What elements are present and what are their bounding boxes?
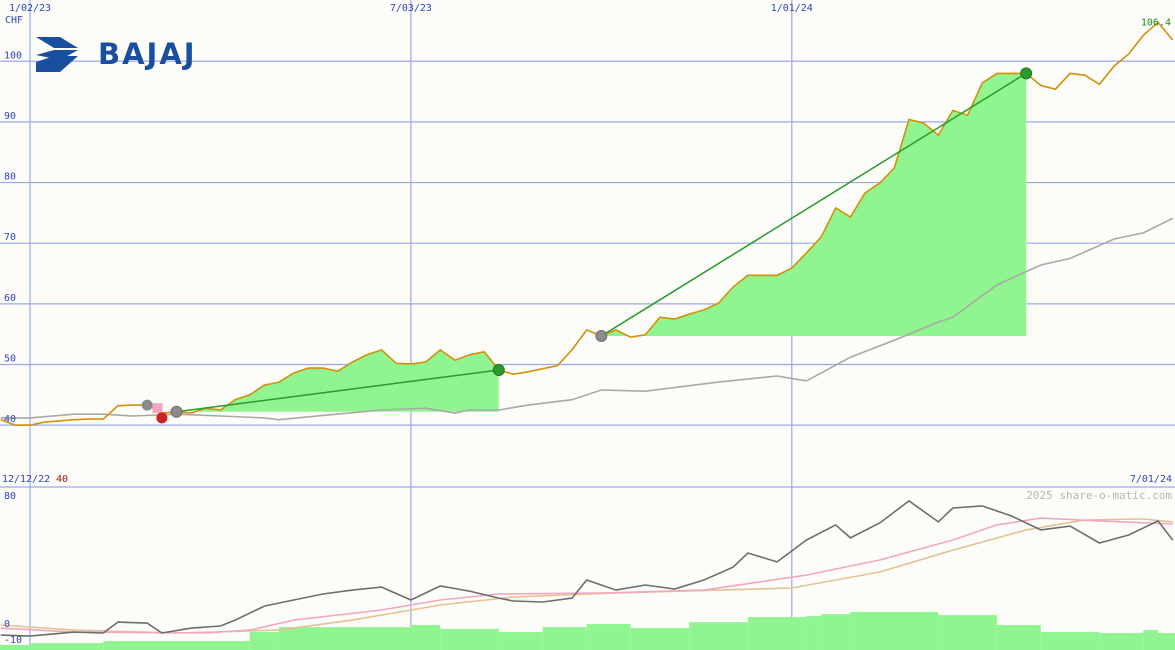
period-label: 40 (56, 474, 68, 485)
trade-exit (1020, 67, 1033, 80)
histogram-bar (542, 627, 587, 650)
signal-marker (141, 399, 153, 411)
histogram-bar (440, 628, 499, 650)
trade-entry (170, 405, 183, 418)
y-tick-label: 80 (4, 172, 16, 183)
line-series (0, 517, 1173, 634)
histogram-bar (410, 625, 441, 650)
trade-entry (595, 329, 608, 342)
y-tick-label: 90 (4, 111, 16, 122)
y-tick-label: 100 (4, 50, 22, 61)
line-series (0, 499, 1174, 637)
histogram-bar (996, 625, 1041, 650)
signal-marker (156, 412, 168, 424)
last-price-label: 106.4 (1141, 17, 1171, 28)
y-tick-label: 50 (4, 353, 16, 364)
histogram-bar (806, 616, 822, 650)
logo-icon (36, 56, 78, 72)
line-series (0, 217, 1174, 421)
data-layer (0, 21, 1175, 650)
x-tick-label: 1/02/23 (9, 3, 51, 14)
y-tick-label: 60 (4, 293, 16, 304)
trade-line (600, 72, 1027, 337)
logo-text: BAJAJ (98, 37, 197, 71)
histogram-bar (30, 643, 104, 650)
histogram-bar (747, 617, 807, 650)
logo-icon (36, 37, 78, 48)
y-tick-label: 80 (4, 491, 16, 502)
histogram-bar (0, 644, 31, 650)
histogram-bar (1099, 633, 1144, 650)
histogram-bar (689, 622, 748, 650)
histogram-bar (249, 632, 280, 650)
histogram-bar (1158, 633, 1175, 650)
x-tick-label: 7/03/23 (390, 3, 432, 14)
histogram-bar (279, 627, 411, 650)
y-tick-label: 0 (4, 619, 10, 630)
histogram-bar (586, 624, 631, 650)
histogram-bar (498, 632, 543, 650)
x-tick-label: 1/01/24 (771, 3, 813, 14)
histogram-bar (103, 641, 250, 650)
currency-label: CHF (5, 15, 23, 26)
logo-icon (36, 50, 78, 60)
histogram-bar (1143, 630, 1159, 650)
start-label: 12/12/22 (2, 474, 50, 485)
trade-exit (492, 363, 505, 376)
line-series (0, 21, 1174, 426)
histogram-bar (1040, 632, 1100, 650)
y-tick-label: 70 (4, 232, 16, 243)
y-tick-label: 40 (4, 414, 16, 425)
logo: BAJAJ (36, 37, 197, 72)
watermark: 2025 share-o-matic.com (1026, 489, 1172, 502)
signal-marker (152, 403, 163, 414)
end-label: 7/01/24 (1130, 474, 1172, 485)
histogram-bar (630, 628, 690, 650)
line-series (0, 518, 1173, 634)
histogram-bar (938, 615, 997, 650)
trade-line (176, 369, 499, 413)
y-tick-label: -10 (4, 635, 22, 646)
histogram-bar (850, 612, 939, 650)
histogram-bar (821, 614, 851, 650)
trade-fill (176, 349, 499, 412)
